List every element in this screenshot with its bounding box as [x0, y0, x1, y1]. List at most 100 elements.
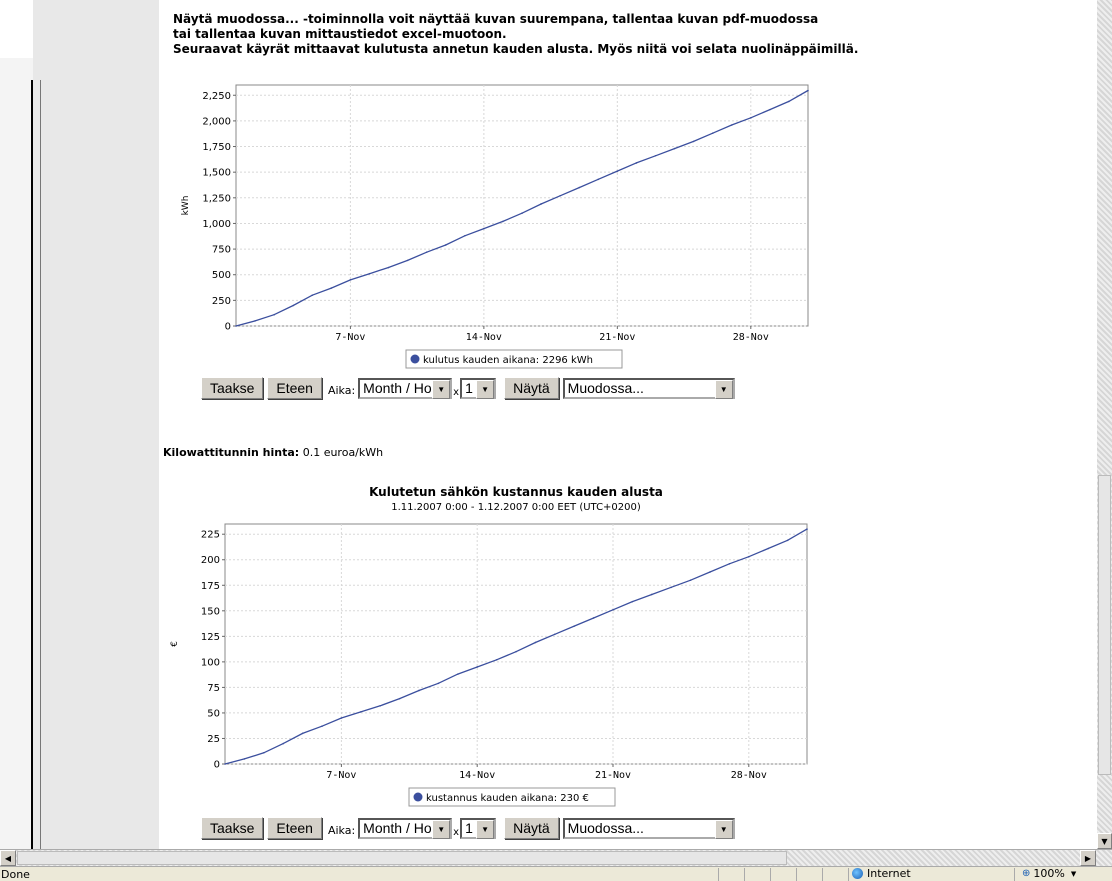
data-point	[597, 178, 600, 181]
vertical-scroll-thumb[interactable]	[1098, 475, 1111, 775]
data-point	[534, 641, 537, 644]
data-point	[730, 124, 733, 126]
intro-line-3: Seuraavat käyrät mittaavat kulutusta ann…	[173, 42, 859, 56]
zoom-icon: ⊕	[1022, 868, 1031, 879]
data-point	[631, 600, 634, 603]
data-point	[592, 617, 595, 619]
y-tick-label: 175	[201, 581, 220, 592]
data-point	[224, 763, 226, 765]
format-select[interactable]: Muodossa... ▼	[562, 377, 735, 399]
y-tick-label: 500	[212, 270, 231, 281]
format-value: Muodossa...	[567, 820, 644, 836]
multiplier-select[interactable]: 1 ▼	[460, 377, 497, 399]
zoom-control[interactable]: ⊕ 100% ▼	[1022, 867, 1076, 880]
page-margin-strip	[0, 58, 33, 849]
data-point	[263, 751, 265, 754]
resolution-value: Month / Hour	[363, 380, 445, 396]
x-tick-label: 14-Nov	[459, 770, 495, 781]
x-tick-label: 28-Nov	[731, 770, 767, 781]
intro-line-1: Näytä muodossa... -toiminnolla voit näyt…	[173, 12, 819, 26]
show-button[interactable]: Näytä	[504, 377, 559, 399]
y-tick-label: 1,000	[202, 219, 231, 230]
resolution-select[interactable]: Month / Hour ▼	[358, 377, 453, 399]
y-tick-label: 225	[201, 530, 220, 541]
y-tick-label: 2,250	[202, 91, 231, 102]
aika-label: Aika:	[327, 383, 356, 397]
data-point	[495, 659, 498, 661]
show-button[interactable]: Näytä	[504, 817, 559, 839]
chevron-down-icon: ▼	[476, 819, 495, 839]
data-point	[670, 586, 672, 589]
back-button[interactable]: Taakse	[201, 377, 264, 399]
globe-icon	[852, 868, 863, 879]
zone-label: Internet	[867, 867, 911, 880]
scroll-left-icon[interactable]: ◀	[0, 850, 16, 866]
data-point	[360, 711, 362, 713]
y-tick-label: 50	[207, 708, 220, 719]
y-tick-label: 1,500	[202, 168, 231, 179]
zoom-value: 100%	[1033, 867, 1065, 880]
data-point	[444, 244, 447, 246]
x-tick-label: 21-Nov	[595, 770, 631, 781]
data-point	[616, 170, 619, 172]
y-tick-label: 0	[214, 760, 220, 771]
price-info: Kilowattitunnin hinta: 0.1 euroa/kWh	[163, 446, 383, 459]
multiplier-label: x	[453, 826, 460, 838]
y-tick-label: 750	[212, 245, 231, 256]
horizontal-scrollbar[interactable]: ◀ ▶	[0, 849, 1112, 866]
chart-subtitle: 1.11.2007 0:00 - 1.12.2007 0:00 EET (UTC…	[391, 502, 641, 513]
data-point	[273, 313, 275, 316]
chevron-down-icon: ▼	[1070, 869, 1077, 878]
back-button[interactable]: Taakse	[201, 817, 264, 839]
vertical-scrollbar[interactable]: ▼	[1097, 0, 1112, 849]
data-point	[340, 717, 343, 719]
y-tick-label: 150	[201, 606, 220, 617]
intro-line-2: tai tallentaa kuvan mittaustiedot excel-…	[173, 27, 507, 41]
y-tick-label: 125	[201, 632, 220, 643]
data-point	[292, 304, 294, 307]
horizontal-scroll-thumb[interactable]	[17, 851, 787, 865]
data-point	[418, 689, 420, 692]
chevron-down-icon: ▼	[476, 379, 495, 399]
chart-title: Kulutetun sähkön kustannus kauden alusta	[369, 485, 663, 499]
data-point	[330, 287, 333, 289]
forward-button[interactable]: Eteen	[267, 377, 322, 399]
data-point	[311, 294, 314, 297]
format-select[interactable]: Muodossa... ▼	[562, 817, 735, 839]
inner-border-line	[40, 80, 41, 849]
multiplier-label: x	[453, 386, 460, 398]
data-point	[321, 725, 323, 728]
data-point	[387, 266, 390, 269]
aika-label: Aika:	[327, 823, 356, 837]
multiplier-select[interactable]: 1 ▼	[460, 817, 497, 839]
data-point	[406, 259, 409, 262]
multiplier-value: 1	[465, 380, 473, 396]
forward-button[interactable]: Eteen	[267, 817, 322, 839]
cost-chart: Kulutetun sähkön kustannus kauden alusta…	[163, 478, 813, 812]
data-point	[554, 633, 556, 636]
data-point	[651, 593, 653, 596]
resolution-select[interactable]: Month / Hour ▼	[358, 817, 453, 839]
y-tick-label: 75	[207, 683, 220, 694]
multiplier-value: 1	[465, 820, 473, 836]
data-point	[654, 154, 657, 157]
scroll-down-icon[interactable]: ▼	[1097, 833, 1112, 849]
y-axis-label: kWh	[181, 196, 191, 216]
price-value: 0.1 euroa/kWh	[302, 446, 384, 459]
x-tick-label: 14-Nov	[466, 332, 502, 343]
data-point	[301, 732, 304, 735]
scroll-right-icon[interactable]: ▶	[1080, 850, 1096, 866]
data-point	[282, 742, 284, 745]
cost-chart-svg: Kulutetun sähkön kustannus kauden alusta…	[170, 485, 808, 807]
plot-area	[235, 84, 809, 327]
data-point	[767, 547, 769, 550]
chart1-controls: Taakse Eteen Aika: Month / Hour ▼ x 1 ▼ …	[201, 376, 735, 400]
status-cell	[796, 868, 797, 881]
legend-marker	[413, 792, 423, 802]
data-point	[483, 227, 485, 230]
intro-text: Näytä muodossa... -toiminnolla voit näyt…	[173, 12, 1073, 57]
data-point	[521, 212, 523, 214]
data-point	[750, 117, 752, 119]
chevron-down-icon: ▼	[714, 819, 733, 839]
data-point	[476, 666, 479, 668]
